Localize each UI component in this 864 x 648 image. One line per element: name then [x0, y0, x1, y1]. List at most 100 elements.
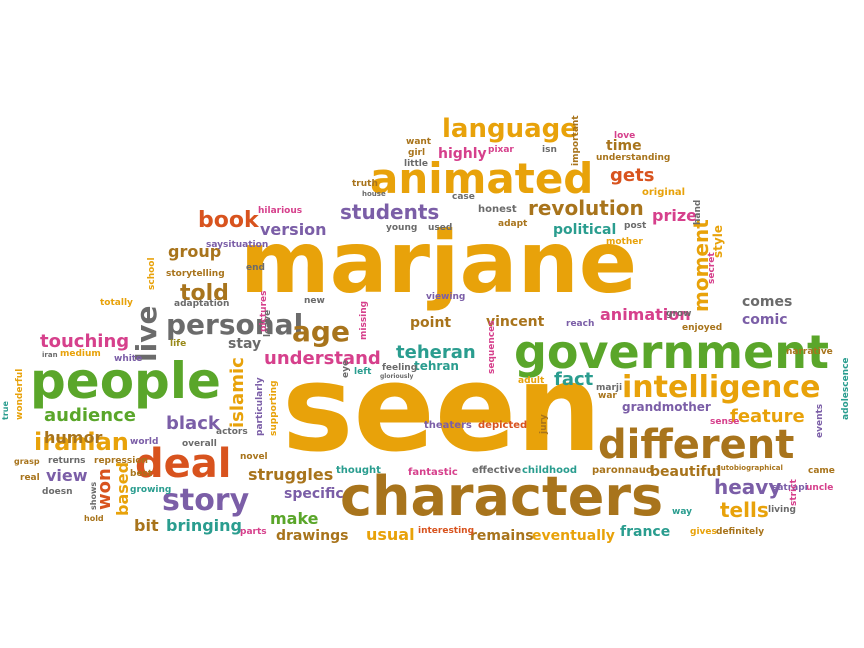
word-want: want — [406, 137, 432, 147]
word-doesn: doesn — [42, 487, 73, 497]
word-audience: audience — [44, 405, 136, 426]
word-drawings: drawings — [276, 528, 348, 544]
word-theaters: theaters — [424, 420, 472, 431]
word-jury: jury — [539, 414, 549, 435]
word-way: way — [672, 507, 692, 517]
word-missing: missing — [359, 301, 369, 340]
word-true: true — [1, 401, 10, 420]
word-living: living — [768, 505, 796, 515]
word-eye: eye — [341, 360, 351, 378]
word-bit: bit — [134, 516, 159, 535]
word-beautiful: beautiful — [650, 464, 721, 480]
word-adolescence: adolescence — [841, 357, 851, 420]
word-usual: usual — [366, 525, 415, 544]
word-grow: grow — [666, 309, 691, 319]
word-adaptation: adaptation — [174, 299, 229, 309]
word-fact: fact — [554, 369, 594, 390]
word-live: live — [130, 306, 163, 362]
word-deal: deal — [135, 441, 231, 487]
word-fantastic: fantastic — [408, 467, 458, 478]
word-particularly: particularly — [255, 377, 265, 436]
word-real: real — [20, 473, 40, 483]
word-grasp: grasp — [14, 457, 40, 466]
word-love: love — [614, 131, 635, 141]
word-sequences: sequences — [487, 320, 497, 374]
word-black: black — [166, 413, 221, 434]
word-characters: characters — [340, 465, 663, 528]
word-won: won — [94, 468, 115, 510]
word-tells: tells — [720, 498, 769, 522]
word-case: case — [452, 192, 475, 202]
word-pictures: pictures — [259, 291, 269, 332]
word-personal: personal — [166, 308, 303, 341]
word-used: used — [428, 223, 452, 233]
word-leave: leave — [263, 310, 273, 337]
word-enjoyed: enjoyed — [682, 323, 722, 333]
word-iran: iran — [42, 351, 58, 359]
word-teheran: teheran — [396, 342, 476, 363]
word-understanding: understanding — [596, 153, 670, 163]
word-highly: highly — [438, 146, 487, 162]
word-autobiographical: autobiographical — [716, 464, 783, 472]
word-isn: isn — [542, 145, 557, 155]
word-story: story — [162, 483, 250, 518]
word-interesting: interesting — [418, 526, 474, 536]
word-shows: shows — [89, 482, 98, 510]
word-struggles: struggles — [248, 465, 333, 484]
word-came: came — [808, 466, 835, 476]
word-girl: girl — [408, 148, 425, 158]
word-people: people — [30, 352, 221, 410]
word-seen: seen — [282, 340, 602, 479]
word-actors: actors — [216, 427, 248, 437]
word-point: point — [410, 315, 451, 331]
word-book: book — [198, 208, 260, 233]
word-reach: reach — [566, 319, 594, 329]
word-truth: truth — [352, 179, 378, 189]
word-hold: hold — [84, 514, 104, 523]
word-left: left — [354, 367, 372, 377]
word-young: young — [386, 223, 417, 233]
word-style: style — [711, 225, 725, 258]
word-humor: humor — [44, 428, 102, 447]
word-new: new — [304, 296, 325, 306]
word-life: life — [170, 339, 186, 349]
word-animation: animation — [600, 305, 691, 324]
word-parts: parts — [240, 527, 267, 537]
word-childhood: childhood — [522, 465, 577, 476]
word-moment: moment — [689, 219, 713, 312]
word-wonderful: wonderful — [15, 369, 25, 420]
word-pixar: pixar — [488, 145, 514, 155]
word-age: age — [292, 315, 350, 348]
word-novel: novel — [240, 452, 268, 462]
word-different: different — [598, 422, 794, 468]
word-house: house — [362, 190, 386, 198]
word-returns: returns — [48, 456, 85, 466]
word-comic: comic — [742, 312, 788, 328]
word-tehran: tehran — [414, 359, 459, 373]
word-eventually: eventually — [532, 528, 615, 544]
word-based: based — [113, 462, 132, 516]
word-marjane: marjane — [240, 213, 637, 313]
word-post: post — [624, 221, 647, 231]
word-supporting: supporting — [269, 380, 279, 436]
word-bringing: bringing — [166, 516, 242, 535]
word-hilarious: hilarious — [258, 206, 302, 216]
word-important: important — [571, 115, 581, 166]
word-specific: specific — [284, 486, 344, 502]
word-school: school — [147, 257, 157, 290]
word-language: language — [442, 114, 578, 144]
word-war: war — [598, 391, 617, 401]
word-remains: remains — [470, 528, 534, 544]
word-gives: gives — [690, 527, 717, 537]
word-comes: comes — [742, 294, 792, 310]
word-repression: repression — [94, 456, 148, 466]
word-secret: secret — [707, 252, 717, 284]
word-told: told — [180, 281, 229, 306]
word-storytelling: storytelling — [166, 269, 225, 279]
word-strict: strict — [789, 478, 799, 506]
word-depicted: depicted — [478, 420, 527, 431]
word-world: world — [130, 437, 158, 447]
word-heavy: heavy — [714, 475, 781, 499]
word-hand: hand — [693, 200, 703, 225]
word-definitely: definitely — [716, 527, 764, 537]
